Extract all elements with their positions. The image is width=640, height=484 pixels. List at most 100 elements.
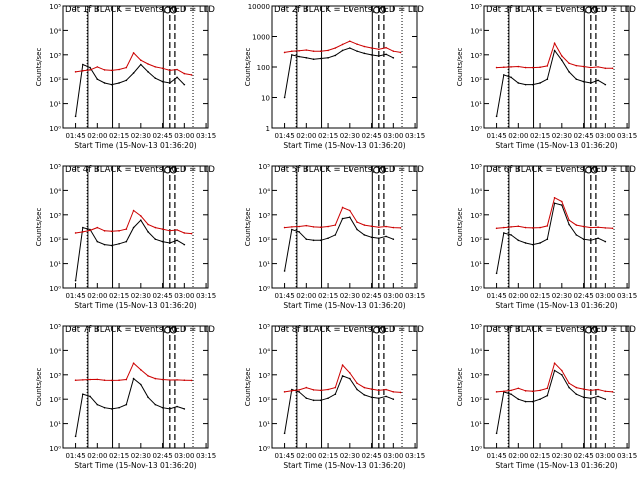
data-point-lld [147, 63, 149, 65]
data-point-events [597, 395, 599, 398]
x-tick-label: 03:15 [405, 132, 425, 140]
data-point-events [298, 391, 300, 393]
data-point-events [111, 408, 113, 410]
panel-title: Det 9f BLACK = Events, RED = LLD [486, 325, 636, 335]
data-point-events [510, 393, 512, 396]
panel-title: Det 3f BLACK = Events, RED = LLD [486, 5, 636, 15]
series-line-lld [496, 362, 613, 393]
data-point-events [125, 240, 128, 243]
marker-circle [378, 326, 386, 334]
y-tick-label: 10² [49, 236, 61, 244]
data-point-lld [385, 388, 387, 391]
plot-frame [271, 5, 418, 129]
data-point-lld [327, 388, 329, 391]
data-point-lld [96, 226, 99, 229]
x-tick-label: 03:15 [196, 292, 216, 300]
x-tick-label: 01:45 [486, 132, 506, 140]
data-point-events [604, 240, 607, 243]
x-tick-label: 02:00 [296, 452, 316, 460]
data-point-events [385, 395, 387, 398]
x-tick-label: 02:30 [340, 452, 360, 460]
data-point-lld [111, 230, 113, 233]
data-point-lld [283, 391, 286, 393]
data-point-events [161, 240, 164, 243]
data-point-events [495, 272, 498, 275]
data-point-events [118, 242, 120, 245]
data-point-lld [524, 66, 527, 69]
x-tick-label: 03:15 [617, 452, 637, 460]
data-point-lld [140, 369, 142, 371]
x-tick-label: 03:00 [174, 452, 194, 460]
data-point-events [140, 383, 142, 386]
y-tick-label: 10⁴ [470, 347, 482, 355]
data-point-events [568, 386, 570, 389]
data-point-events [132, 226, 135, 229]
data-point-events [568, 223, 570, 226]
data-point-lld [312, 50, 315, 52]
data-point-events [161, 80, 164, 83]
data-point-lld [154, 66, 157, 68]
data-point-events [561, 204, 563, 206]
data-point-events [291, 228, 293, 231]
data-point-events [575, 78, 578, 80]
data-point-events [327, 57, 329, 59]
marker-circle [590, 326, 598, 334]
x-tick-label: 03:00 [383, 292, 403, 300]
data-point-lld [582, 65, 585, 68]
x-tick-label: 03:15 [405, 292, 425, 300]
data-point-events [349, 47, 351, 49]
data-point-lld [356, 221, 358, 223]
data-point-lld [370, 388, 373, 390]
panel-det-7: Det 7f BLACK = Events, RED = LLD 10⁰ 10¹ 10… [35, 323, 216, 470]
x-tick-label: 02:45 [361, 132, 381, 140]
data-point-events [590, 82, 592, 84]
plot-frame [62, 5, 209, 129]
data-point-events [341, 375, 344, 377]
data-point-lld [568, 382, 570, 385]
data-point-lld [392, 391, 395, 393]
data-point-events [503, 232, 505, 234]
data-point-events [370, 396, 373, 399]
data-point-lld [385, 225, 387, 228]
data-point-events [334, 234, 337, 236]
y-tick-label: 10⁴ [49, 27, 61, 35]
data-point-lld [140, 59, 142, 62]
data-point-lld [154, 226, 157, 229]
x-tick-label: 03:00 [595, 452, 615, 460]
plot-frame [62, 325, 209, 449]
data-point-lld [503, 226, 505, 229]
x-axis-title: Start Time (15-Nov-13 01:36:20) [74, 461, 196, 470]
data-point-events [590, 239, 592, 242]
y-tick-label: 10⁵ [49, 323, 61, 331]
y-tick-label: 10¹ [470, 421, 482, 429]
data-point-lld [399, 391, 402, 394]
data-point-events [539, 398, 541, 401]
x-tick-label: 02:45 [361, 452, 381, 460]
data-point-lld [74, 71, 77, 73]
data-point-events [334, 393, 337, 396]
y-tick-label: 10⁰ [49, 445, 61, 453]
data-point-lld [495, 227, 498, 230]
data-point-lld [161, 67, 164, 70]
data-point-events [118, 82, 120, 84]
y-tick-label: 10⁴ [49, 187, 61, 195]
data-point-events [74, 279, 77, 282]
data-point-lld [176, 379, 178, 381]
y-tick-label: 10² [470, 76, 482, 84]
marker-circle [378, 166, 386, 174]
data-point-lld [561, 55, 563, 57]
x-tick-label: 01:45 [65, 292, 85, 300]
x-tick-label: 02:45 [152, 452, 172, 460]
plot-frame [483, 165, 630, 289]
data-point-lld [539, 389, 541, 392]
y-tick-label: 10¹ [470, 101, 482, 109]
x-tick-label: 03:00 [174, 132, 194, 140]
data-point-events [312, 239, 315, 242]
data-point-lld [74, 379, 77, 382]
data-point-lld [132, 52, 135, 54]
data-point-lld [575, 386, 578, 389]
data-point-events [363, 234, 366, 236]
data-point-events [96, 240, 99, 243]
data-point-lld [125, 228, 128, 230]
data-point-lld [590, 389, 592, 392]
